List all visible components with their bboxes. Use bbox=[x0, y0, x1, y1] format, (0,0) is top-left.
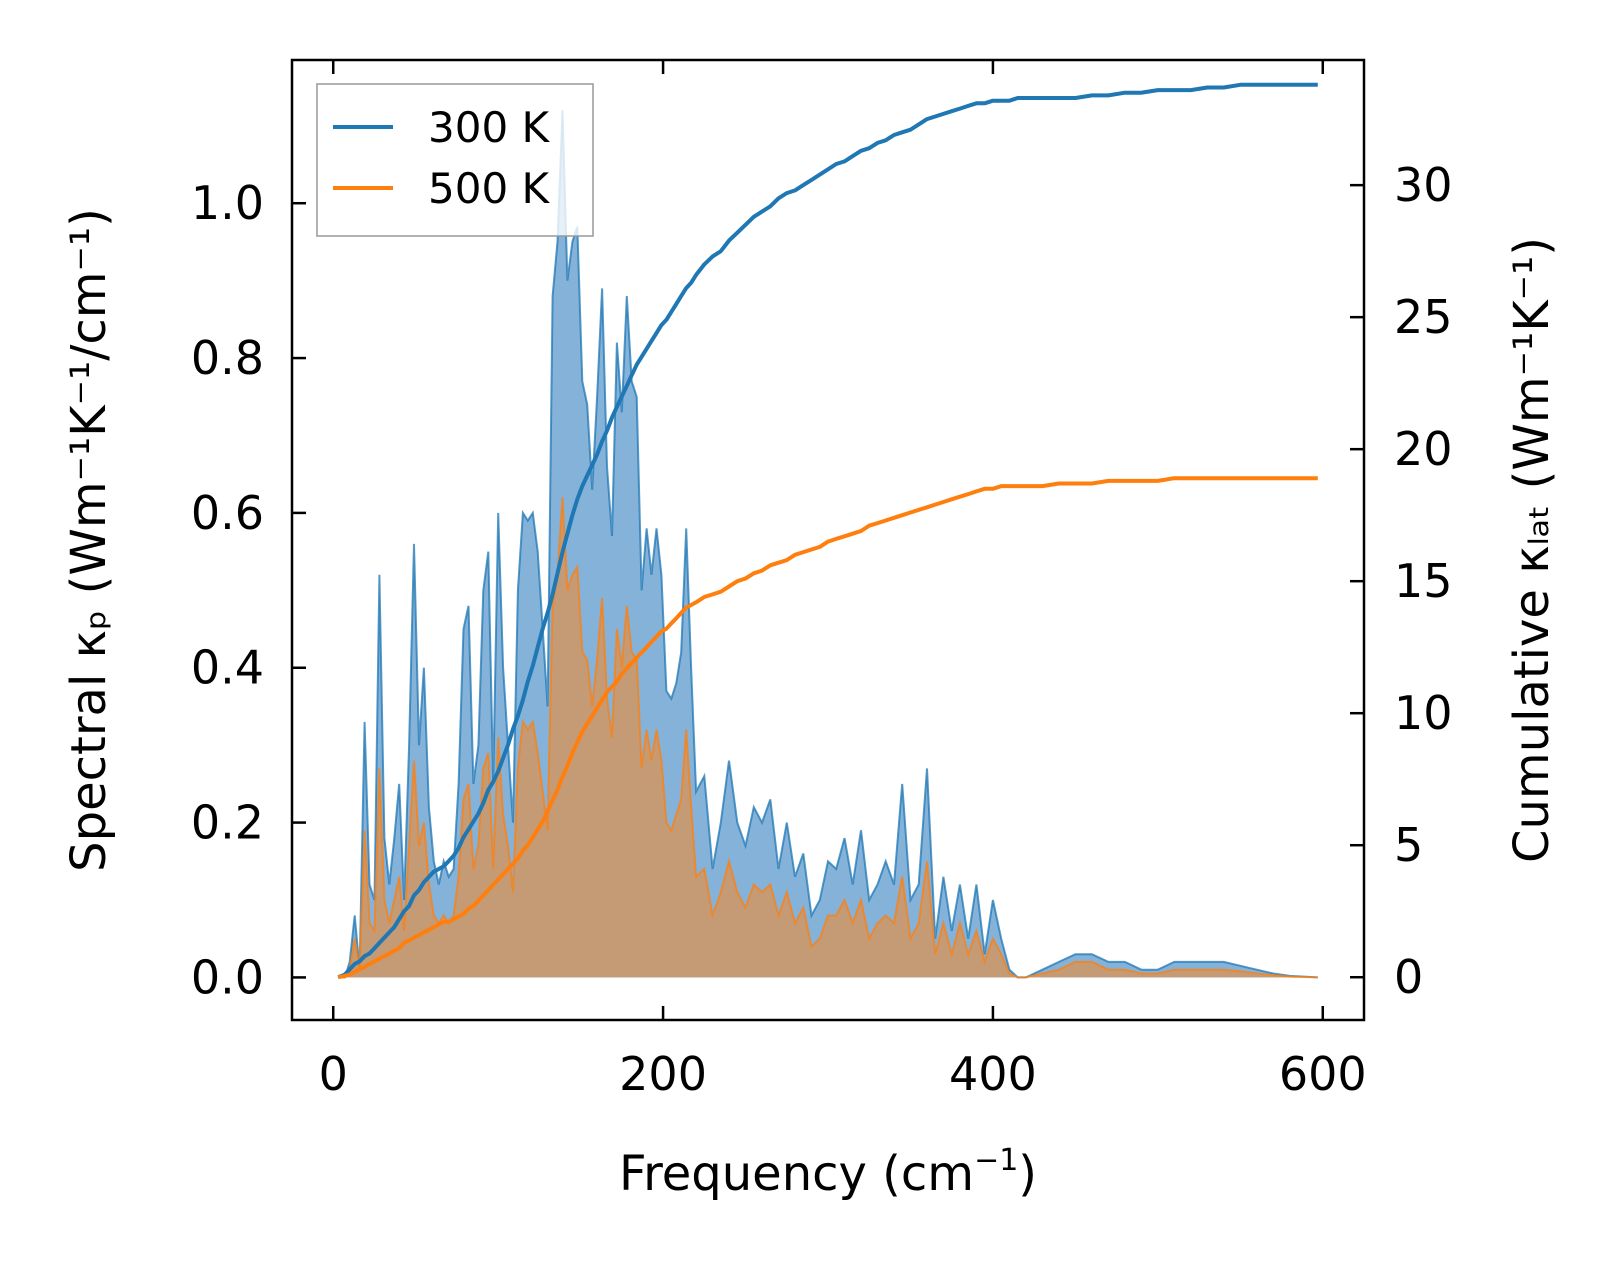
y-tick-label-left: 0.4 bbox=[191, 641, 264, 695]
y-tick-label-right: 0 bbox=[1394, 950, 1423, 1004]
y-tick-label-right: 30 bbox=[1394, 158, 1453, 212]
legend-label-500k: 500 K bbox=[428, 164, 551, 213]
y-tick-label-right: 25 bbox=[1394, 290, 1453, 344]
y-tick-label-left: 1.0 bbox=[191, 176, 264, 230]
y-tick-label-right: 15 bbox=[1394, 554, 1453, 608]
x-tick-label: 600 bbox=[1279, 1047, 1367, 1101]
y-tick-label-left: 0.2 bbox=[191, 796, 264, 850]
x-axis-label: Frequency (cm−1) bbox=[619, 1143, 1037, 1202]
spectral-fill-500k bbox=[338, 497, 1318, 978]
plot-frame bbox=[290, 58, 1366, 1022]
y-tick-label-left: 0.0 bbox=[191, 950, 264, 1004]
y-axis-label-left: Spectral κₚ (Wm⁻¹K⁻¹/cm⁻¹) bbox=[61, 208, 117, 872]
y-tick-label-right: 20 bbox=[1394, 422, 1453, 476]
x-tick-label: 0 bbox=[319, 1047, 348, 1101]
axis-ticks: 0 200 400 600 0.0 0.2 0.4 0.6 0.8 1.0 0 5 10 15 20 25 30 bbox=[191, 60, 1453, 1101]
y-tick-label-left: 0.6 bbox=[191, 486, 264, 540]
x-tick-label: 400 bbox=[949, 1047, 1037, 1101]
y-tick-label-left: 0.8 bbox=[191, 331, 264, 385]
legend-label-300k: 300 K bbox=[428, 103, 551, 152]
y-tick-label-right: 10 bbox=[1394, 686, 1453, 740]
series-lines bbox=[337, 82, 1318, 980]
legend: 300 K 500 K bbox=[316, 83, 594, 237]
spectral-edge-500k bbox=[338, 497, 1318, 979]
legend-box bbox=[316, 83, 594, 237]
y-axis-label-right: Cumulative κₗₐₜ (Wm⁻¹K⁻¹) bbox=[1504, 237, 1560, 863]
area-fills bbox=[338, 110, 1318, 979]
spectral-edge-300k bbox=[338, 110, 1318, 979]
x-tick-label: 200 bbox=[619, 1047, 707, 1101]
cumulative-line-500k bbox=[337, 476, 1318, 980]
cumulative-line-300k bbox=[337, 82, 1318, 980]
y-tick-label-right: 5 bbox=[1394, 818, 1423, 872]
